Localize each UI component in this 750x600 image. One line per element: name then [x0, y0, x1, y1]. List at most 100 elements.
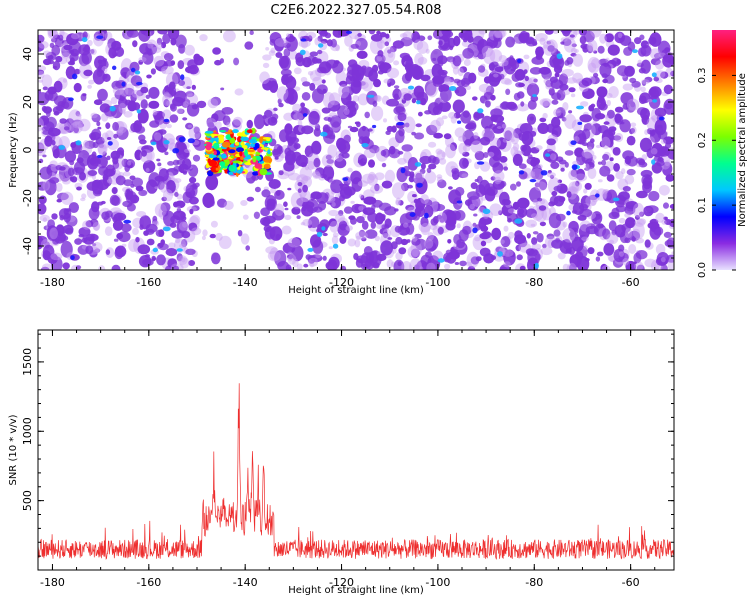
noise-cell — [42, 86, 48, 91]
noise-peak — [318, 43, 324, 48]
noise-cell — [612, 147, 621, 156]
noise-cell — [500, 77, 512, 85]
noise-cell — [517, 197, 530, 209]
noise-peak — [367, 94, 375, 98]
noise-cell — [185, 91, 195, 98]
noise-cell — [138, 255, 152, 268]
noise-cell — [192, 154, 201, 162]
noise-cell — [448, 186, 453, 190]
noise-cell — [513, 150, 523, 156]
noise-cell — [338, 84, 350, 99]
colorbar-tick-label: 0.1 — [697, 197, 708, 213]
noise-cell — [581, 149, 595, 159]
noise-cell — [599, 33, 607, 44]
noise-cell — [274, 37, 288, 47]
noise-cell — [303, 263, 309, 268]
noise-cell — [161, 68, 167, 74]
noise-cell — [337, 105, 350, 120]
noise-cell — [383, 118, 387, 123]
noise-cell — [320, 174, 327, 179]
noise-cell — [143, 145, 149, 152]
noise-peak — [361, 143, 369, 148]
noise-cell — [66, 33, 79, 46]
colorbar-ticks: 0.0 0.1 0.2 0.3 — [697, 67, 736, 278]
noise-cell — [174, 178, 182, 183]
noise-cell — [467, 265, 476, 270]
noise-cell — [274, 156, 279, 160]
signal-cell — [221, 148, 227, 152]
x-tick-label: -120 — [329, 576, 354, 589]
noise-cell — [518, 82, 525, 88]
noise-cell — [234, 88, 244, 96]
noise-cell — [188, 260, 196, 266]
noise-cell — [536, 232, 544, 243]
noise-peak — [172, 148, 180, 154]
noise-cell — [478, 83, 492, 93]
noise-cell — [583, 245, 588, 251]
noise-cell — [420, 74, 431, 82]
noise-cell — [663, 231, 672, 238]
noise-cell — [311, 171, 321, 178]
noise-cell — [477, 39, 489, 54]
noise-cell — [368, 30, 376, 35]
noise-cell — [385, 33, 390, 39]
noise-peak — [163, 118, 170, 123]
signal-cell — [240, 136, 249, 142]
signal-cell — [220, 155, 228, 159]
x-tick-label: -80 — [525, 276, 543, 289]
noise-cell — [394, 225, 402, 233]
noise-cell — [666, 254, 674, 263]
noise-cell — [547, 170, 552, 174]
noise-cell — [449, 45, 454, 51]
noise-cell — [539, 98, 552, 107]
noise-cell — [101, 132, 109, 142]
signal-cell — [252, 156, 257, 163]
noise-cell — [386, 67, 400, 79]
noise-cell — [370, 33, 383, 42]
noise-cell — [135, 185, 144, 192]
noise-cell — [210, 96, 221, 106]
noise-cell — [116, 126, 129, 140]
noise-cell — [386, 259, 394, 269]
noise-cell — [571, 119, 583, 132]
noise-cell — [354, 121, 360, 125]
noise-cell — [146, 238, 155, 246]
noise-cell — [357, 32, 362, 37]
noise-cell — [551, 190, 558, 197]
noise-cell — [46, 225, 59, 242]
noise-cell — [504, 130, 513, 142]
noise-cell — [397, 157, 407, 165]
noise-cell — [188, 222, 198, 232]
noise-cell — [613, 248, 625, 263]
noise-cell — [437, 179, 447, 189]
noise-cell — [293, 86, 301, 92]
noise-cell — [196, 100, 207, 109]
noise-cell — [91, 179, 104, 195]
noise-cell — [534, 182, 541, 188]
noise-cell — [78, 227, 91, 237]
noise-cell — [50, 164, 59, 172]
noise-cell — [461, 173, 469, 178]
noise-cell — [357, 93, 369, 106]
noise-cell — [272, 148, 280, 156]
noise-cell — [317, 49, 323, 55]
noise-cell — [616, 58, 622, 65]
noise-cell — [472, 96, 478, 101]
noise-cell — [358, 193, 364, 199]
colorbar-tick-label: 0.3 — [697, 67, 708, 83]
signal-cell — [240, 166, 244, 172]
noise-cell — [660, 256, 666, 263]
noise-cell — [608, 129, 616, 137]
signal-cell — [251, 127, 256, 134]
noise-cell — [413, 177, 422, 184]
noise-cell — [114, 89, 127, 100]
noise-cell — [111, 264, 121, 270]
noise-cell — [542, 243, 547, 249]
noise-cell — [663, 84, 673, 95]
noise-cell — [297, 182, 303, 187]
noise-cell — [401, 182, 409, 192]
noise-cell — [474, 150, 485, 161]
noise-cell — [438, 85, 445, 93]
noise-cell — [38, 79, 43, 83]
noise-cell — [573, 136, 580, 143]
